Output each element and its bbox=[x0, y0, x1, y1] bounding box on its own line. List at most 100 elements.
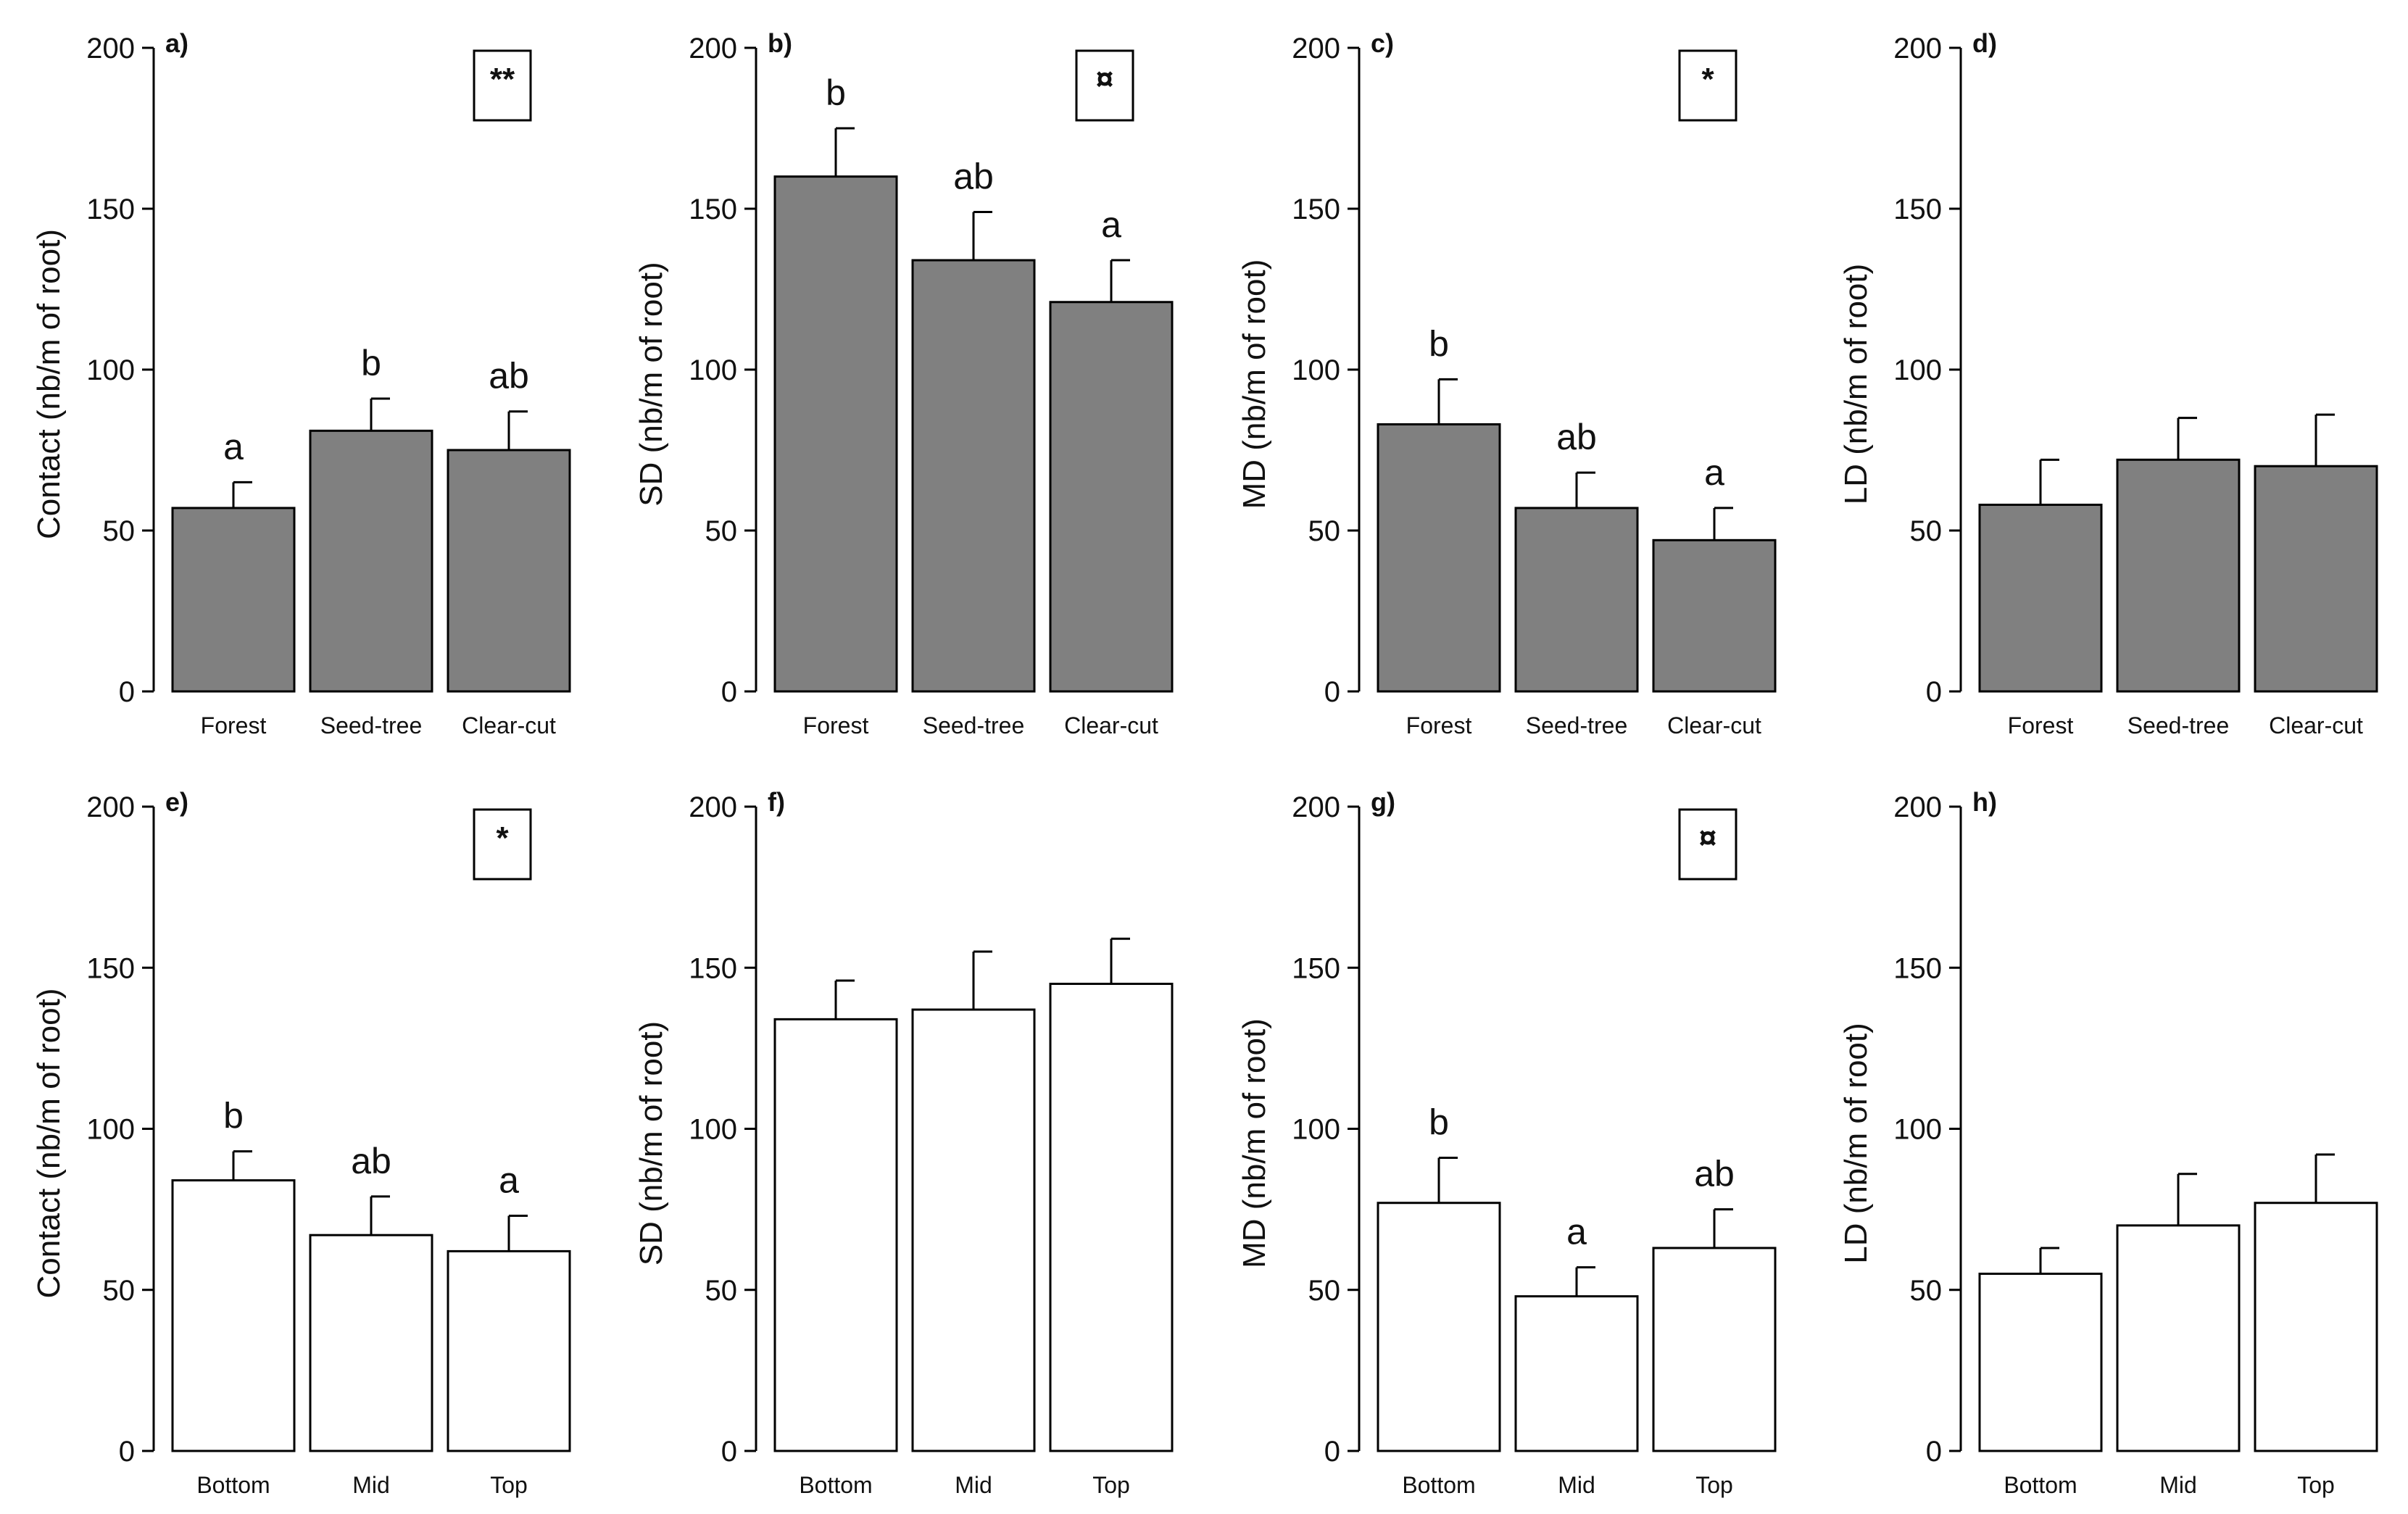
significance-letter: b bbox=[223, 1096, 244, 1136]
bar-top bbox=[2254, 1202, 2378, 1452]
y-tick-label: 100 bbox=[1292, 1114, 1340, 1146]
x-category-label: Clear-cut bbox=[462, 712, 556, 739]
y-tick-label: 200 bbox=[689, 33, 737, 65]
y-tick-label: 150 bbox=[689, 952, 737, 984]
significance-letter: ab bbox=[489, 356, 529, 396]
significance-letter: b bbox=[1429, 1102, 1449, 1143]
x-category-label: Forest bbox=[803, 712, 869, 739]
y-axis-title: MD (nb/m of root) bbox=[1237, 259, 1272, 509]
y-tick-label: 50 bbox=[705, 515, 738, 547]
panel-tag: d) bbox=[1972, 28, 1997, 58]
y-tick-label: 100 bbox=[689, 1114, 737, 1146]
x-category-label: Clear-cut bbox=[1064, 712, 1158, 739]
y-axis-title: Contact (nb/m of root) bbox=[31, 229, 67, 539]
x-category-label: Forest bbox=[2008, 712, 2074, 739]
bar-forest bbox=[1377, 423, 1501, 693]
panel-e: 0 50 100 150 200 Contact (nb/m of root) e) Bott… bbox=[31, 787, 571, 1498]
y-axis-title: SD (nb/m of root) bbox=[634, 262, 669, 506]
y-tick-label: 50 bbox=[1308, 515, 1341, 547]
x-category-label: Mid bbox=[1558, 1472, 1595, 1498]
bar-bottom bbox=[1377, 1202, 1501, 1452]
significance-mark: ¤ bbox=[1699, 820, 1716, 856]
x-category-label: Clear-cut bbox=[1667, 712, 1761, 739]
y-tick-label: 0 bbox=[119, 1436, 135, 1468]
x-category-label: Mid bbox=[955, 1472, 992, 1498]
x-category-label: Top bbox=[1092, 1472, 1130, 1498]
y-tick-label: 0 bbox=[1926, 1436, 1942, 1468]
bar-clear-cut bbox=[447, 449, 571, 693]
bar-top bbox=[1049, 982, 1174, 1452]
panel-tag: h) bbox=[1972, 787, 1997, 817]
bar-forest bbox=[1978, 503, 2103, 693]
panel-d: 0 50 100 150 200 LD (nb/m of root) d) Forest See… bbox=[1838, 28, 2378, 739]
y-tick-label: 200 bbox=[1292, 791, 1340, 823]
panel-g: 0 50 100 150 200 MD (nb/m of root) g) Bottom b Mi… bbox=[1237, 787, 1777, 1498]
y-tick-label: 100 bbox=[1893, 1114, 1942, 1146]
y-tick-label: 200 bbox=[1893, 791, 1942, 823]
y-tick-label: 150 bbox=[1893, 194, 1942, 225]
y-tick-label: 0 bbox=[721, 676, 737, 708]
significance-box bbox=[473, 49, 532, 122]
y-tick-label: 100 bbox=[1292, 354, 1340, 386]
significance-box bbox=[1678, 49, 1738, 122]
significance-letter: a bbox=[1704, 452, 1724, 493]
panel-h: 0 50 100 150 200 LD (nb/m of root) h) Bottom Mid… bbox=[1838, 787, 2378, 1498]
bar-mid bbox=[911, 1008, 1036, 1452]
panel-tag: e) bbox=[165, 787, 188, 817]
y-tick-label: 150 bbox=[1292, 952, 1340, 984]
significance-letter: b bbox=[1429, 323, 1449, 364]
x-category-label: Bottom bbox=[1402, 1472, 1475, 1498]
y-tick-label: 200 bbox=[1292, 33, 1340, 65]
bar-bottom bbox=[1978, 1273, 2103, 1452]
x-category-label: Bottom bbox=[799, 1472, 872, 1498]
y-axis-title: SD (nb/m of root) bbox=[634, 1021, 669, 1265]
significance-letter: b bbox=[361, 343, 381, 383]
bar-mid bbox=[2116, 1224, 2241, 1452]
bar-forest bbox=[773, 175, 898, 693]
panel-tag: f) bbox=[768, 787, 785, 817]
x-category-label: Mid bbox=[352, 1472, 390, 1498]
bar-clear-cut bbox=[1652, 538, 1777, 693]
y-tick-label: 50 bbox=[103, 1275, 136, 1307]
panel-tag: c) bbox=[1371, 28, 1394, 58]
x-category-label: Clear-cut bbox=[2269, 712, 2363, 739]
x-category-label: Top bbox=[1695, 1472, 1733, 1498]
y-axis-title: LD (nb/m of root) bbox=[1838, 264, 1874, 505]
y-tick-label: 100 bbox=[689, 354, 737, 386]
significance-letter: a bbox=[1101, 204, 1121, 245]
significance-letter: ab bbox=[953, 156, 994, 196]
x-category-label: Top bbox=[490, 1472, 528, 1498]
y-tick-label: 150 bbox=[86, 952, 135, 984]
y-tick-label: 50 bbox=[1910, 1275, 1943, 1307]
panel-b: 0 50 100 150 200 SD (nb/m of root) b) Forest b Se… bbox=[634, 28, 1174, 739]
significance-mark: * bbox=[496, 820, 509, 856]
y-tick-label: 200 bbox=[86, 33, 135, 65]
y-tick-label: 150 bbox=[1292, 194, 1340, 225]
panel-f: 0 50 100 150 200 SD (nb/m of root) f) Bottom Mid… bbox=[634, 787, 1174, 1498]
x-category-label: Top bbox=[2297, 1472, 2335, 1498]
bar-top bbox=[1652, 1247, 1777, 1452]
y-tick-label: 100 bbox=[1893, 354, 1942, 386]
significance-letter: a bbox=[1566, 1212, 1587, 1252]
y-tick-label: 150 bbox=[689, 194, 737, 225]
significance-box bbox=[1075, 49, 1134, 122]
bar-seed-tree bbox=[309, 429, 433, 693]
x-category-label: Mid bbox=[2159, 1472, 2197, 1498]
significance-letter: b bbox=[826, 72, 846, 113]
y-tick-label: 50 bbox=[705, 1275, 738, 1307]
bar-clear-cut bbox=[1049, 301, 1174, 693]
x-category-label: Seed-tree bbox=[2127, 712, 2230, 739]
significance-letter: ab bbox=[1694, 1154, 1735, 1194]
y-tick-label: 0 bbox=[1324, 1436, 1340, 1468]
bar-top bbox=[447, 1249, 571, 1452]
x-category-label: Forest bbox=[201, 712, 267, 739]
panel-tag: b) bbox=[768, 28, 792, 58]
y-tick-label: 150 bbox=[86, 194, 135, 225]
significance-letter: a bbox=[499, 1160, 519, 1201]
y-tick-label: 0 bbox=[119, 676, 135, 708]
significance-letter: ab bbox=[351, 1141, 391, 1181]
panel-a: 0 50 100 150 200 Contact (nb/m of root) a) Fore… bbox=[31, 28, 571, 739]
bar-mid bbox=[1514, 1295, 1639, 1452]
y-tick-label: 0 bbox=[721, 1436, 737, 1468]
x-category-label: Seed-tree bbox=[320, 712, 423, 739]
